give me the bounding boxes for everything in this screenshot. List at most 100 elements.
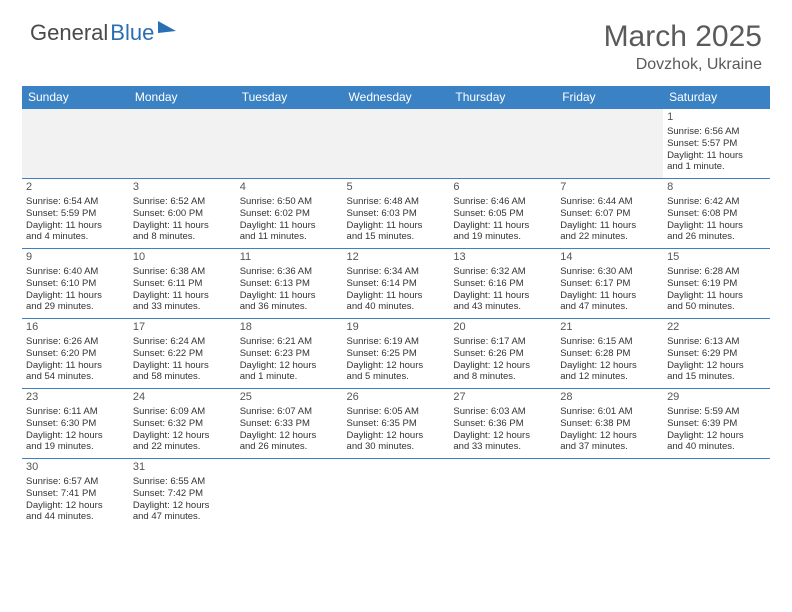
cell-sunset: Sunset: 7:42 PM: [133, 488, 232, 500]
day-number: 26: [347, 391, 446, 405]
calendar-cell: 18Sunrise: 6:21 AMSunset: 6:23 PMDayligh…: [236, 319, 343, 389]
calendar-cell: 15Sunrise: 6:28 AMSunset: 6:19 PMDayligh…: [663, 249, 770, 319]
calendar-cell: 4Sunrise: 6:50 AMSunset: 6:02 PMDaylight…: [236, 179, 343, 249]
cell-sunrise: Sunrise: 6:17 AM: [453, 336, 552, 348]
cell-sunrise: Sunrise: 6:13 AM: [667, 336, 766, 348]
cell-daylight2: and 47 minutes.: [133, 511, 232, 523]
cell-daylight2: and 30 minutes.: [347, 441, 446, 453]
calendar-body: 1Sunrise: 6:56 AMSunset: 5:57 PM Daylight…: [22, 109, 770, 529]
logo-flag-icon: [158, 21, 176, 33]
cell-sunset: Sunset: 6:11 PM: [133, 278, 232, 290]
cell-sunrise: Sunrise: 6:52 AM: [133, 196, 232, 208]
calendar-cell: 7Sunrise: 6:44 AMSunset: 6:07 PMDaylight…: [556, 179, 663, 249]
day-number: 4: [240, 181, 339, 195]
cell-sunrise: Sunrise: 6:11 AM: [26, 406, 125, 418]
cell-sunrise: Sunrise: 6:32 AM: [453, 266, 552, 278]
cell-daylight2: and 8 minutes.: [453, 371, 552, 383]
weekday-header: Thursday: [449, 86, 556, 109]
calendar-cell-blank: [343, 109, 450, 179]
cell-daylight1: Daylight: 11 hours: [347, 220, 446, 232]
calendar-cell: 30Sunrise: 6:57 AMSunset: 7:41 PMDayligh…: [22, 459, 129, 529]
cell-daylight1: Daylight: 12 hours: [453, 430, 552, 442]
cell-daylight2: and 12 minutes.: [560, 371, 659, 383]
cell-sunrise: Sunrise: 6:09 AM: [133, 406, 232, 418]
cell-daylight1: Daylight: 12 hours: [347, 430, 446, 442]
day-number: 7: [560, 181, 659, 195]
calendar-cell-blank: [663, 459, 770, 529]
cell-daylight1: Daylight: 11 hours: [453, 220, 552, 232]
calendar-cell: 11Sunrise: 6:36 AMSunset: 6:13 PMDayligh…: [236, 249, 343, 319]
day-number: 8: [667, 181, 766, 195]
calendar-row: 30Sunrise: 6:57 AMSunset: 7:41 PMDayligh…: [22, 459, 770, 529]
day-number: 6: [453, 181, 552, 195]
day-number: 29: [667, 391, 766, 405]
cell-daylight2: and 19 minutes.: [453, 231, 552, 243]
calendar-cell: 28Sunrise: 6:01 AMSunset: 6:38 PMDayligh…: [556, 389, 663, 459]
cell-daylight2: and 33 minutes.: [453, 441, 552, 453]
day-number: 11: [240, 251, 339, 265]
cell-daylight1: Daylight: 11 hours: [133, 360, 232, 372]
cell-daylight1: Daylight: 11 hours: [26, 220, 125, 232]
day-number: 3: [133, 181, 232, 195]
cell-daylight1: Daylight: 11 hours: [453, 290, 552, 302]
cell-daylight1: Daylight: 11 hours: [240, 290, 339, 302]
cell-sunrise: Sunrise: 6:01 AM: [560, 406, 659, 418]
cell-sunset: Sunset: 6:00 PM: [133, 208, 232, 220]
cell-sunrise: Sunrise: 5:59 AM: [667, 406, 766, 418]
cell-daylight1: Daylight: 11 hours: [347, 290, 446, 302]
calendar-cell-blank: [129, 109, 236, 179]
cell-sunset: Sunset: 6:05 PM: [453, 208, 552, 220]
day-number: 25: [240, 391, 339, 405]
cell-sunset: Sunset: 6:25 PM: [347, 348, 446, 360]
calendar-cell: 22Sunrise: 6:13 AMSunset: 6:29 PMDayligh…: [663, 319, 770, 389]
day-number: 20: [453, 321, 552, 335]
day-number: 1: [667, 111, 766, 125]
cell-sunrise: Sunrise: 6:54 AM: [26, 196, 125, 208]
cell-sunset: Sunset: 6:19 PM: [667, 278, 766, 290]
calendar-cell: 5Sunrise: 6:48 AMSunset: 6:03 PMDaylight…: [343, 179, 450, 249]
cell-sunrise: Sunrise: 6:56 AM: [667, 126, 766, 138]
calendar-cell: 24Sunrise: 6:09 AMSunset: 6:32 PMDayligh…: [129, 389, 236, 459]
month-title: March 2025: [604, 20, 762, 54]
cell-daylight1: Daylight: 12 hours: [133, 500, 232, 512]
cell-daylight2: and 54 minutes.: [26, 371, 125, 383]
weekday-header: Monday: [129, 86, 236, 109]
cell-sunset: Sunset: 6:28 PM: [560, 348, 659, 360]
calendar-cell: 13Sunrise: 6:32 AMSunset: 6:16 PMDayligh…: [449, 249, 556, 319]
cell-sunset: Sunset: 6:35 PM: [347, 418, 446, 430]
calendar-cell-blank: [236, 459, 343, 529]
weekday-header-row: SundayMondayTuesdayWednesdayThursdayFrid…: [22, 86, 770, 109]
day-number: 19: [347, 321, 446, 335]
cell-sunrise: Sunrise: 6:36 AM: [240, 266, 339, 278]
cell-daylight1: Daylight: 12 hours: [240, 430, 339, 442]
cell-daylight1: Daylight: 12 hours: [453, 360, 552, 372]
calendar-cell: 29Sunrise: 5:59 AMSunset: 6:39 PMDayligh…: [663, 389, 770, 459]
cell-daylight1: Daylight: 11 hours: [240, 220, 339, 232]
calendar-cell: 27Sunrise: 6:03 AMSunset: 6:36 PMDayligh…: [449, 389, 556, 459]
cell-daylight1: Daylight: 11 hours: [26, 290, 125, 302]
day-number: 9: [26, 251, 125, 265]
weekday-header: Sunday: [22, 86, 129, 109]
day-number: 31: [133, 461, 232, 475]
cell-daylight2: and 29 minutes.: [26, 301, 125, 313]
day-number: 16: [26, 321, 125, 335]
cell-daylight2: and 26 minutes.: [667, 231, 766, 243]
cell-sunset: Sunset: 6:26 PM: [453, 348, 552, 360]
cell-sunset: Sunset: 6:22 PM: [133, 348, 232, 360]
cell-daylight2: and 1 minute.: [240, 371, 339, 383]
day-number: 22: [667, 321, 766, 335]
cell-sunset: Sunset: 5:57 PM: [667, 138, 766, 150]
calendar-cell: 23Sunrise: 6:11 AMSunset: 6:30 PMDayligh…: [22, 389, 129, 459]
calendar-cell: 2Sunrise: 6:54 AMSunset: 5:59 PMDaylight…: [22, 179, 129, 249]
calendar-cell: 3Sunrise: 6:52 AMSunset: 6:00 PMDaylight…: [129, 179, 236, 249]
calendar-cell: 8Sunrise: 6:42 AMSunset: 6:08 PMDaylight…: [663, 179, 770, 249]
calendar-cell: 19Sunrise: 6:19 AMSunset: 6:25 PMDayligh…: [343, 319, 450, 389]
calendar-cell-blank: [236, 109, 343, 179]
cell-daylight2: and 22 minutes.: [133, 441, 232, 453]
cell-sunrise: Sunrise: 6:15 AM: [560, 336, 659, 348]
day-number: 10: [133, 251, 232, 265]
cell-daylight1: Daylight: 11 hours: [560, 290, 659, 302]
weekday-header: Friday: [556, 86, 663, 109]
cell-daylight2: and 33 minutes.: [133, 301, 232, 313]
cell-sunrise: Sunrise: 6:28 AM: [667, 266, 766, 278]
